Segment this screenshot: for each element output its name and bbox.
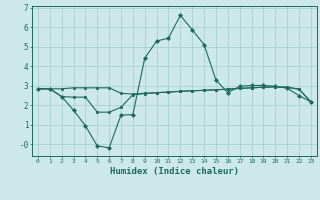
X-axis label: Humidex (Indice chaleur): Humidex (Indice chaleur) — [110, 167, 239, 176]
